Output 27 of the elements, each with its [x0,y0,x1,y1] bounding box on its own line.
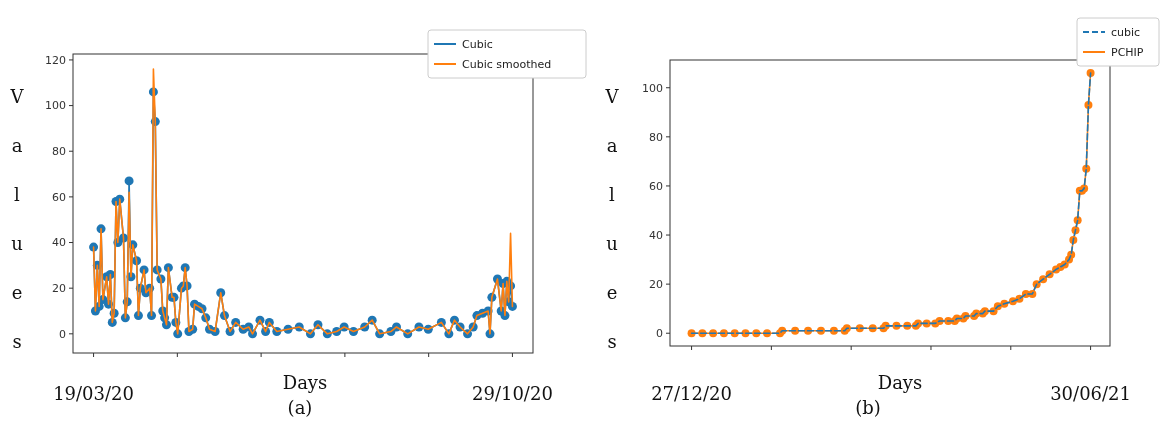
legend-label: PCHIP [1111,45,1144,59]
x-tick-label: 19/03/20 [53,383,134,405]
y-tick-label: 20 [52,282,66,296]
x-tick-label: 30/06/21 [1050,383,1132,405]
y-tick-label: 80 [52,145,66,159]
y-tick-label: 0 [59,327,66,341]
text: (a) [287,397,313,419]
legend-label: cubic [1111,25,1141,39]
x-tick-label: 29/10/20 [472,383,553,405]
legend-label: Cubic smoothed [462,57,552,71]
y-tick-label: 40 [649,228,663,242]
text: (b) [855,397,881,419]
y-tick-label: 40 [52,236,66,250]
y-tick-label: 80 [649,130,663,144]
text: Values [605,86,619,352]
y-tick-label: 100 [45,99,66,113]
y-tick-label: 0 [656,327,663,341]
text: Values [10,86,24,352]
x-axis-title: Days [877,372,923,394]
y-tick-label: 100 [642,81,663,95]
y-tick-label: 20 [649,277,663,291]
y-tick-label: 60 [52,190,66,204]
x-tick-label: 27/12/20 [651,383,732,405]
y-tick-label: 120 [45,53,66,67]
legend-label: Cubic [462,37,493,51]
y-tick-label: 60 [649,179,663,193]
x-axis-title: Days [282,372,328,394]
